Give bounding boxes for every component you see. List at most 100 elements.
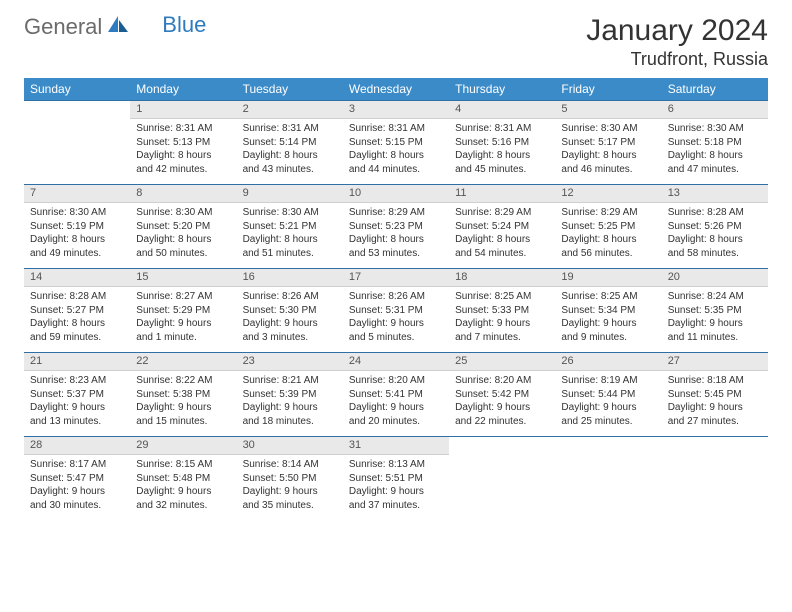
sunrise-label: Sunrise:: [243, 459, 282, 470]
day-number: 23: [237, 353, 343, 371]
day-number: 8: [130, 185, 236, 203]
sunset-label: Sunset:: [349, 221, 386, 232]
sunrise-value: 8:24 AM: [707, 291, 744, 302]
sunrise-label: Sunrise:: [455, 207, 494, 218]
sunrise-value: 8:28 AM: [69, 291, 106, 302]
sunrise-label: Sunrise:: [349, 123, 388, 134]
sunset-label: Sunset:: [243, 473, 280, 484]
daylight-label: Daylight:: [455, 402, 497, 413]
day-number: 5: [555, 101, 661, 119]
daylight-label: Daylight:: [136, 486, 178, 497]
daynum-row: 28293031: [24, 437, 768, 455]
sunset-value: 5:26 PM: [704, 221, 741, 232]
empty-cell: [662, 437, 768, 455]
sunset-label: Sunset:: [136, 137, 173, 148]
day-number: 24: [343, 353, 449, 371]
sunrise-value: 8:19 AM: [601, 375, 638, 386]
day-number: 1: [130, 101, 236, 119]
daynum-row: 14151617181920: [24, 269, 768, 287]
weekday-header: Saturday: [662, 78, 768, 101]
sunset-label: Sunset:: [455, 137, 492, 148]
empty-cell: [555, 455, 661, 521]
empty-cell: [24, 119, 130, 185]
weekday-header: Friday: [555, 78, 661, 101]
sunrise-value: 8:18 AM: [707, 375, 744, 386]
sunset-value: 5:18 PM: [704, 137, 741, 148]
sunrise-value: 8:30 AM: [69, 207, 106, 218]
sunset-label: Sunset:: [561, 137, 598, 148]
daynum-row: 21222324252627: [24, 353, 768, 371]
daylight-label: Daylight:: [243, 402, 285, 413]
day-number: 30: [237, 437, 343, 455]
sunset-label: Sunset:: [243, 389, 280, 400]
daylight-label: Daylight:: [668, 402, 710, 413]
day-number: 13: [662, 185, 768, 203]
dayinfo-row: Sunrise: 8:23 AMSunset: 5:37 PMDaylight:…: [24, 371, 768, 437]
day-number: 9: [237, 185, 343, 203]
daylight-label: Daylight:: [668, 150, 710, 161]
sunset-value: 5:39 PM: [279, 389, 316, 400]
sunset-label: Sunset:: [136, 221, 173, 232]
daylight-label: Daylight:: [561, 150, 603, 161]
day-cell: Sunrise: 8:15 AMSunset: 5:48 PMDaylight:…: [130, 455, 236, 521]
day-number: 15: [130, 269, 236, 287]
sunset-label: Sunset:: [30, 389, 67, 400]
day-number: 16: [237, 269, 343, 287]
day-cell: Sunrise: 8:18 AMSunset: 5:45 PMDaylight:…: [662, 371, 768, 437]
day-number: 3: [343, 101, 449, 119]
sunrise-value: 8:29 AM: [495, 207, 532, 218]
sunset-value: 5:51 PM: [386, 473, 423, 484]
sunset-value: 5:34 PM: [598, 305, 635, 316]
day-number: 21: [24, 353, 130, 371]
sunrise-label: Sunrise:: [668, 207, 707, 218]
daylight-label: Daylight:: [243, 486, 285, 497]
sunset-label: Sunset:: [455, 305, 492, 316]
sunset-value: 5:20 PM: [173, 221, 210, 232]
empty-cell: [449, 455, 555, 521]
sunset-value: 5:29 PM: [173, 305, 210, 316]
sunset-value: 5:50 PM: [279, 473, 316, 484]
sunrise-label: Sunrise:: [30, 459, 69, 470]
dayinfo-row: Sunrise: 8:31 AMSunset: 5:13 PMDaylight:…: [24, 119, 768, 185]
empty-cell: [24, 101, 130, 119]
sunrise-value: 8:26 AM: [388, 291, 425, 302]
sunrise-value: 8:31 AM: [495, 123, 532, 134]
sunset-value: 5:48 PM: [173, 473, 210, 484]
sunset-label: Sunset:: [668, 221, 705, 232]
sunset-value: 5:24 PM: [492, 221, 529, 232]
sunrise-label: Sunrise:: [136, 123, 175, 134]
sunset-value: 5:31 PM: [386, 305, 423, 316]
sunrise-value: 8:23 AM: [69, 375, 106, 386]
day-number: 6: [662, 101, 768, 119]
sunrise-label: Sunrise:: [668, 291, 707, 302]
dayinfo-row: Sunrise: 8:28 AMSunset: 5:27 PMDaylight:…: [24, 287, 768, 353]
sunset-value: 5:25 PM: [598, 221, 635, 232]
sunset-label: Sunset:: [561, 389, 598, 400]
sunrise-label: Sunrise:: [455, 123, 494, 134]
day-cell: Sunrise: 8:26 AMSunset: 5:30 PMDaylight:…: [237, 287, 343, 353]
sunrise-label: Sunrise:: [455, 291, 494, 302]
sunset-label: Sunset:: [349, 137, 386, 148]
calendar-body: 123456Sunrise: 8:31 AMSunset: 5:13 PMDay…: [24, 101, 768, 521]
daylight-label: Daylight:: [668, 234, 710, 245]
day-cell: Sunrise: 8:30 AMSunset: 5:20 PMDaylight:…: [130, 203, 236, 269]
day-number: 29: [130, 437, 236, 455]
day-cell: Sunrise: 8:20 AMSunset: 5:42 PMDaylight:…: [449, 371, 555, 437]
sunset-value: 5:33 PM: [492, 305, 529, 316]
day-cell: Sunrise: 8:31 AMSunset: 5:16 PMDaylight:…: [449, 119, 555, 185]
empty-cell: [662, 455, 768, 521]
sunrise-value: 8:28 AM: [707, 207, 744, 218]
location-label: Trudfront, Russia: [586, 49, 768, 70]
sunset-value: 5:42 PM: [492, 389, 529, 400]
sunrise-value: 8:30 AM: [601, 123, 638, 134]
sunrise-label: Sunrise:: [243, 207, 282, 218]
day-number: 22: [130, 353, 236, 371]
day-number: 10: [343, 185, 449, 203]
sunset-label: Sunset:: [561, 221, 598, 232]
sunrise-label: Sunrise:: [136, 207, 175, 218]
dayinfo-row: Sunrise: 8:17 AMSunset: 5:47 PMDaylight:…: [24, 455, 768, 521]
sunset-value: 5:19 PM: [67, 221, 104, 232]
sunrise-label: Sunrise:: [455, 375, 494, 386]
sunrise-value: 8:31 AM: [388, 123, 425, 134]
day-cell: Sunrise: 8:20 AMSunset: 5:41 PMDaylight:…: [343, 371, 449, 437]
